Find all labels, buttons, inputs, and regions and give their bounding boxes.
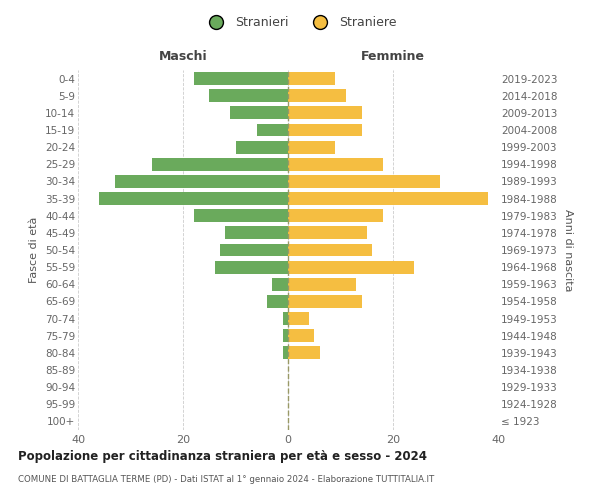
Bar	[283, 330, 288, 342]
Bar	[115, 175, 288, 188]
Bar	[288, 260, 414, 274]
Bar	[193, 210, 288, 222]
Bar	[288, 330, 314, 342]
Bar	[288, 140, 335, 153]
Bar	[288, 295, 361, 308]
Bar	[283, 346, 288, 360]
Bar	[288, 226, 367, 239]
Text: COMUNE DI BATTAGLIA TERME (PD) - Dati ISTAT al 1° gennaio 2024 - Elaborazione TU: COMUNE DI BATTAGLIA TERME (PD) - Dati IS…	[18, 475, 434, 484]
Bar	[225, 226, 288, 239]
Bar	[288, 346, 320, 360]
Bar	[288, 72, 335, 85]
Bar	[151, 158, 288, 170]
Bar	[288, 90, 346, 102]
Bar	[288, 210, 383, 222]
Text: Popolazione per cittadinanza straniera per età e sesso - 2024: Popolazione per cittadinanza straniera p…	[18, 450, 427, 463]
Bar	[193, 72, 288, 85]
Bar	[272, 278, 288, 290]
Bar	[220, 244, 288, 256]
Bar	[230, 106, 288, 120]
Bar	[288, 278, 356, 290]
Bar	[235, 140, 288, 153]
Y-axis label: Anni di nascita: Anni di nascita	[563, 209, 573, 291]
Text: Maschi: Maschi	[158, 50, 208, 63]
Bar	[288, 106, 361, 120]
Bar	[283, 312, 288, 325]
Bar	[288, 175, 440, 188]
Bar	[288, 244, 372, 256]
Bar	[288, 192, 487, 205]
Bar	[267, 295, 288, 308]
Bar	[288, 158, 383, 170]
Bar	[209, 90, 288, 102]
Legend: Stranieri, Straniere: Stranieri, Straniere	[199, 11, 401, 34]
Bar	[288, 312, 309, 325]
Text: Femmine: Femmine	[361, 50, 425, 63]
Bar	[257, 124, 288, 136]
Bar	[99, 192, 288, 205]
Bar	[288, 124, 361, 136]
Bar	[215, 260, 288, 274]
Y-axis label: Fasce di età: Fasce di età	[29, 217, 40, 283]
